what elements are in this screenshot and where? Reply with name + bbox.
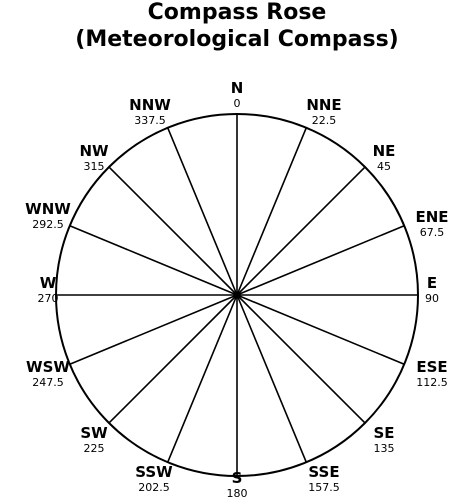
direction-label-n: N — [231, 79, 244, 97]
spoke-ssw — [166, 294, 238, 463]
direction-label-sse: SSE — [308, 463, 339, 481]
degree-label-nw: 315 — [84, 160, 105, 173]
degree-label-ssw: 202.5 — [138, 481, 170, 494]
direction-label-se: SE — [373, 424, 394, 442]
spoke-nnw — [166, 127, 238, 296]
degree-label-wnw: 292.5 — [32, 218, 64, 231]
direction-label-ne: NE — [373, 142, 396, 160]
spoke-ese — [236, 294, 405, 366]
direction-label-sw: SW — [80, 424, 108, 442]
direction-label-ese: ESE — [416, 358, 447, 376]
spoke-nw — [108, 166, 238, 296]
direction-label-nne: NNE — [306, 96, 341, 114]
direction-label-wnw: WNW — [25, 200, 71, 218]
degree-label-wsw: 247.5 — [32, 376, 64, 389]
degree-label-n: 0 — [234, 97, 241, 110]
compass-circle — [55, 113, 419, 477]
degree-label-sw: 225 — [84, 442, 105, 455]
degree-label-ene: 67.5 — [420, 226, 445, 239]
spoke-nne — [236, 127, 308, 296]
degree-label-nnw: 337.5 — [134, 114, 166, 127]
spoke-ne — [236, 166, 366, 296]
spoke-sw — [108, 294, 238, 424]
spoke-wsw — [69, 294, 238, 366]
spoke-sse — [236, 294, 308, 463]
direction-label-nw: NW — [79, 142, 109, 160]
direction-label-ssw: SSW — [135, 463, 173, 481]
compass-spokes — [56, 114, 418, 476]
compass-labels: N0 NNE22.5NE45ENE67.5E90ESE112.5SE135SSE1… — [25, 79, 448, 500]
direction-label-w: W — [40, 274, 57, 292]
spoke-wnw — [69, 224, 238, 296]
diagram-subtitle: (Meteorological Compass) — [75, 27, 399, 52]
spoke-ene — [236, 224, 405, 296]
direction-label-nnw: NNW — [129, 96, 171, 114]
degree-label-se: 135 — [374, 442, 395, 455]
degree-label-sse: 157.5 — [308, 481, 340, 494]
degree-label-ese: 112.5 — [416, 376, 448, 389]
degree-label-s: 180 — [227, 487, 248, 500]
direction-label-ene: ENE — [415, 208, 448, 226]
degree-label-e: 90 — [425, 292, 439, 305]
direction-label-s: S — [232, 469, 243, 487]
spoke-se — [236, 294, 366, 424]
degree-label-ne: 45 — [377, 160, 391, 173]
direction-label-e: E — [427, 274, 437, 292]
direction-label-wsw: WSW — [26, 358, 70, 376]
degree-label-nne: 22.5 — [312, 114, 337, 127]
degree-label-w: 270 — [38, 292, 59, 305]
diagram-title: Compass Rose — [147, 0, 327, 25]
